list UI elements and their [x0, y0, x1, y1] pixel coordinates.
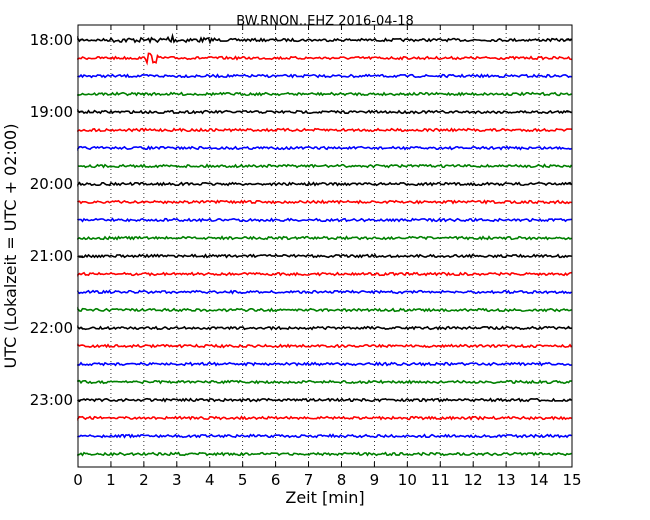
x-tick-label: 11	[431, 471, 450, 489]
x-tick-label: 3	[172, 471, 182, 489]
chart-title: BW.RNON..EHZ 2016-04-18	[236, 14, 414, 29]
trace-2345	[77, 451, 572, 457]
trace-1800	[77, 32, 573, 45]
x-tick-label: 13	[497, 471, 516, 489]
trace-2015	[77, 199, 572, 205]
trace-1915	[77, 127, 572, 133]
y-axis-ticks: 18:00 19:00 20:00 21:00 22:00 23:00	[30, 31, 572, 409]
x-tick-label: 6	[271, 471, 281, 489]
trace-1830	[77, 73, 572, 79]
x-tick-label: 14	[530, 471, 549, 489]
trace-2030	[77, 217, 572, 223]
trace-2300	[77, 397, 572, 403]
x-axis-ticks: 0 1 2 3 4 5 6 7 8 9 10 11 12 13 14 15	[73, 25, 582, 489]
x-tick-label: 12	[464, 471, 483, 489]
trace-1845	[77, 91, 572, 97]
x-tick-label: 5	[238, 471, 248, 489]
trace-1815	[77, 52, 572, 66]
y-tick-label: 21:00	[30, 247, 73, 265]
seismic-traces	[77, 32, 573, 457]
trace-2115	[77, 271, 572, 277]
plot-frame	[77, 24, 573, 468]
y-axis-label: UTC (Lokalzeit = UTC + 02:00)	[1, 124, 20, 369]
trace-2330	[77, 433, 572, 439]
trace-2245	[77, 379, 572, 385]
trace-2045	[77, 235, 572, 241]
y-tick-label: 22:00	[30, 319, 73, 337]
y-tick-label: 20:00	[30, 175, 73, 193]
x-tick-label: 2	[139, 471, 149, 489]
trace-2145	[77, 306, 572, 313]
y-tick-label: 19:00	[30, 103, 73, 121]
trace-2000	[77, 181, 573, 187]
trace-2230	[77, 361, 572, 367]
x-axis-label: Zeit [min]	[285, 488, 364, 507]
x-tick-label: 4	[205, 471, 215, 489]
x-tick-label: 9	[370, 471, 380, 489]
x-tick-label: 7	[304, 471, 314, 489]
x-tick-label: 15	[562, 471, 581, 489]
trace-1945	[77, 163, 573, 169]
x-tick-label: 10	[398, 471, 417, 489]
trace-2315	[77, 415, 572, 421]
trace-2215	[77, 343, 573, 349]
trace-1900	[77, 108, 572, 115]
trace-2130	[77, 289, 572, 295]
trace-2100	[77, 253, 572, 259]
trace-2200	[77, 325, 572, 331]
vertical-grid-lines	[110, 25, 540, 467]
y-tick-label: 23:00	[30, 391, 73, 409]
x-tick-label: 0	[73, 471, 83, 489]
x-tick-label: 8	[337, 471, 347, 489]
trace-1930	[77, 145, 572, 151]
y-tick-label: 18:00	[30, 31, 73, 49]
x-tick-label: 1	[106, 471, 116, 489]
